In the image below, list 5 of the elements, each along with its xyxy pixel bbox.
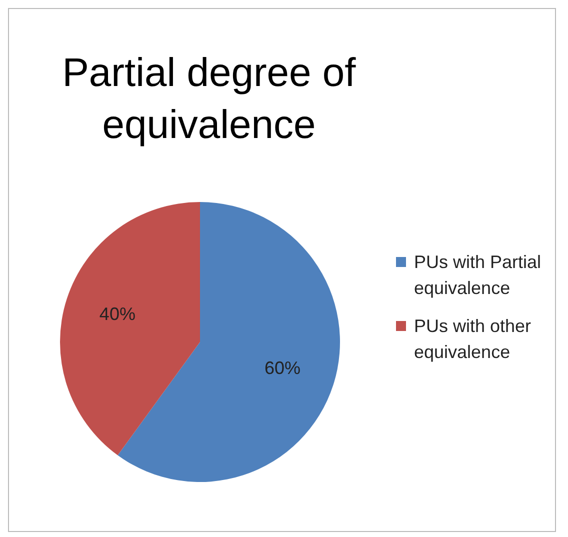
data-label: 60% (264, 358, 301, 378)
chart-title: Partial degree of equivalence (61, 50, 357, 149)
data-label: 40% (99, 304, 136, 324)
legend-label: PUs with Partial equivalence (414, 251, 542, 300)
legend-label: PUs with other equivalence (414, 315, 532, 364)
